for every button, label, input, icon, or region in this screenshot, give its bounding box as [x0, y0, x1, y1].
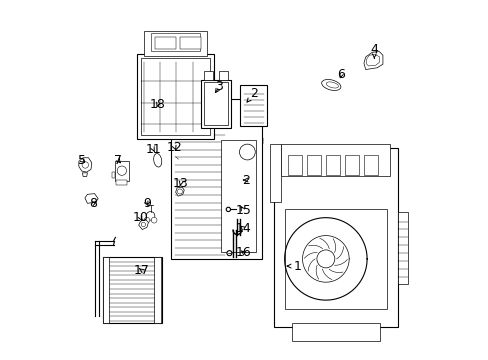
Polygon shape [85, 194, 98, 203]
Text: 7: 7 [114, 154, 122, 167]
Polygon shape [363, 51, 382, 69]
Text: 18: 18 [149, 98, 165, 111]
Ellipse shape [153, 153, 162, 167]
Text: 2: 2 [246, 87, 258, 102]
Text: 1: 1 [286, 260, 301, 273]
Polygon shape [139, 220, 148, 229]
Ellipse shape [234, 142, 256, 171]
Circle shape [177, 189, 182, 194]
Text: 11: 11 [145, 143, 161, 156]
Text: 9: 9 [142, 197, 151, 210]
Ellipse shape [239, 134, 259, 161]
Bar [116, 180, 127, 185]
Bar [284, 209, 386, 309]
Bar [102, 257, 109, 323]
Circle shape [239, 144, 255, 160]
Bar [240, 85, 266, 126]
Text: 4: 4 [369, 42, 378, 58]
Circle shape [226, 251, 231, 256]
Bar [203, 82, 228, 125]
Circle shape [146, 212, 155, 220]
Polygon shape [79, 158, 92, 172]
Bar [151, 33, 199, 51]
Bar [112, 172, 115, 178]
Ellipse shape [325, 82, 338, 88]
Text: 14: 14 [235, 222, 251, 235]
Bar [155, 37, 176, 49]
Circle shape [226, 207, 230, 212]
Circle shape [141, 222, 145, 226]
Bar [291, 323, 379, 341]
Polygon shape [82, 173, 87, 176]
Bar [325, 155, 339, 175]
Bar [204, 71, 213, 80]
Circle shape [82, 162, 88, 168]
Ellipse shape [321, 80, 340, 90]
Ellipse shape [244, 126, 263, 151]
Circle shape [151, 217, 157, 223]
Bar [115, 161, 129, 181]
Text: 6: 6 [337, 68, 345, 81]
Bar [102, 257, 162, 323]
Text: 13: 13 [172, 177, 188, 190]
Text: 12: 12 [167, 141, 183, 154]
Bar [140, 58, 210, 135]
Text: 16: 16 [235, 246, 251, 259]
Text: 15: 15 [235, 204, 251, 217]
Bar [221, 140, 256, 252]
Text: 17: 17 [134, 264, 149, 277]
Text: 3: 3 [215, 80, 223, 93]
Bar [273, 148, 397, 327]
Circle shape [144, 217, 149, 223]
Bar [154, 257, 160, 323]
Bar [137, 54, 214, 139]
Circle shape [316, 250, 334, 268]
Bar [144, 31, 206, 56]
Bar [270, 144, 281, 202]
Text: 2: 2 [242, 174, 250, 186]
Polygon shape [175, 187, 184, 196]
Text: 10: 10 [132, 211, 148, 224]
Bar [180, 37, 201, 49]
Bar [345, 155, 358, 175]
Bar [287, 155, 301, 175]
Bar [218, 71, 227, 80]
Bar [397, 212, 407, 284]
Circle shape [117, 166, 126, 175]
Polygon shape [366, 54, 379, 66]
Text: 5: 5 [78, 154, 86, 167]
Bar [306, 155, 320, 175]
Bar [364, 155, 377, 175]
Bar [171, 99, 262, 259]
Bar [201, 80, 231, 128]
Ellipse shape [229, 150, 252, 181]
Bar [281, 144, 389, 176]
Text: 8: 8 [89, 197, 97, 210]
Ellipse shape [175, 153, 183, 166]
